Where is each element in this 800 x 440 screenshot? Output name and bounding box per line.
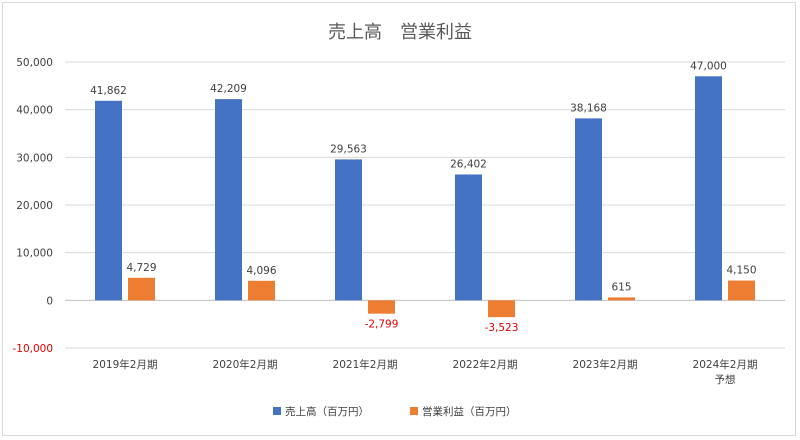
y-tick-label: -10,000 bbox=[12, 343, 53, 355]
operating-profit-data-label: 4,729 bbox=[126, 262, 156, 274]
legend-revenue-label: 売上高（百万円） bbox=[285, 405, 369, 418]
data-labels: 41,862 4,729 42,209 4,096 29,563 -2,799 26,402… bbox=[90, 60, 756, 334]
revenue-bar bbox=[95, 100, 122, 301]
y-tick-label: 30,000 bbox=[16, 152, 53, 164]
operating-profit-bar bbox=[248, 280, 275, 301]
gridlines bbox=[65, 61, 785, 349]
x-category-label: 2023年2月期 bbox=[573, 358, 638, 371]
revenue-bar bbox=[695, 76, 722, 301]
revenue-data-label: 38,168 bbox=[570, 102, 607, 114]
legend-revenue-swatch bbox=[273, 407, 281, 415]
chart-title: 売上高 営業利益 bbox=[328, 22, 472, 43]
operating-profit-bar bbox=[128, 277, 155, 301]
x-axis-categories: 2019年2月期 2020年2月期 2021年2月期 2022年2月期 2023年2月期… bbox=[93, 358, 758, 386]
bars bbox=[95, 76, 755, 318]
operating-profit-data-label: 4,150 bbox=[726, 265, 756, 277]
x-category-label: 2020年2月期 bbox=[213, 358, 278, 371]
x-category-label: 2022年2月期 bbox=[453, 358, 518, 371]
revenue-data-label: 29,563 bbox=[330, 143, 367, 155]
operating-profit-data-label: -2,799 bbox=[365, 319, 399, 331]
y-tick-label: 0 bbox=[46, 295, 53, 307]
revenue-bar bbox=[335, 159, 362, 301]
legend-operating-profit-swatch bbox=[410, 407, 418, 415]
legend: 売上高（百万円） 営業利益（百万円） bbox=[273, 405, 517, 418]
operating-profit-data-label: -3,523 bbox=[485, 322, 519, 334]
y-axis-ticks: 50,000 40,000 30,000 20,000 10,000 0 -10,000 bbox=[12, 57, 53, 355]
operating-profit-data-label: 615 bbox=[611, 281, 631, 293]
revenue-bar bbox=[575, 118, 602, 301]
legend-operating-profit-label: 営業利益（百万円） bbox=[422, 405, 517, 418]
revenue-bar bbox=[215, 99, 242, 301]
bar-chart: 売上高 営業利益 50,000 40,000 30,000 20,000 10,000 0… bbox=[12, 22, 785, 418]
operating-profit-data-label: 4,096 bbox=[246, 265, 276, 277]
revenue-data-label: 26,402 bbox=[450, 158, 487, 170]
x-category-label: 2021年2月期 bbox=[333, 358, 398, 371]
y-tick-label: 20,000 bbox=[16, 200, 53, 212]
revenue-data-label: 41,862 bbox=[90, 85, 127, 97]
y-tick-label: 50,000 bbox=[16, 57, 53, 69]
chart-frame: 売上高 営業利益 50,000 40,000 30,000 20,000 10,000 0… bbox=[2, 2, 796, 436]
operating-profit-bar bbox=[368, 300, 395, 314]
revenue-data-label: 42,209 bbox=[210, 83, 247, 95]
x-category-label: 2019年2月期 bbox=[93, 358, 158, 371]
revenue-data-label: 47,000 bbox=[690, 60, 727, 72]
operating-profit-bar bbox=[728, 280, 755, 301]
operating-profit-bar bbox=[488, 300, 515, 318]
y-tick-label: 10,000 bbox=[16, 248, 53, 260]
x-category-label: 2024年2月期予想 bbox=[693, 358, 758, 386]
y-tick-label: 40,000 bbox=[16, 105, 53, 117]
operating-profit-bar bbox=[608, 297, 635, 301]
revenue-bar bbox=[455, 174, 482, 301]
